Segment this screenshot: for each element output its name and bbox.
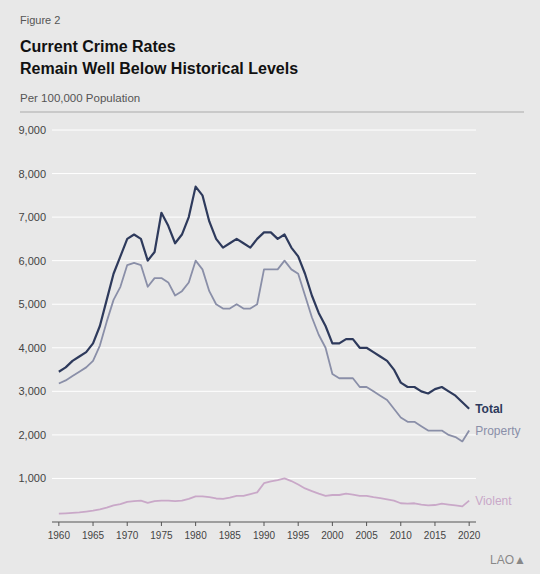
lines xyxy=(59,187,469,514)
grid-line xyxy=(52,173,476,174)
y-tick-label: 2,000 xyxy=(18,429,46,441)
grid-line xyxy=(52,304,476,305)
x-tick-label: 2005 xyxy=(355,530,378,541)
logo: LAO▲ xyxy=(490,553,526,567)
x-tick-label: 1995 xyxy=(287,530,310,541)
x-tick xyxy=(229,522,230,526)
x-tick-label: 2000 xyxy=(321,530,344,541)
y-grid xyxy=(52,130,476,478)
x-tick-label: 1980 xyxy=(184,530,207,541)
separator xyxy=(20,112,524,113)
y-tick-label: 6,000 xyxy=(18,255,46,267)
grid-line xyxy=(52,130,476,131)
subtitle: Per 100,000 Population xyxy=(20,92,140,104)
series-label: Violent xyxy=(475,494,512,508)
x-tick xyxy=(332,522,333,526)
x-tick-label: 1990 xyxy=(253,530,276,541)
x-tick xyxy=(127,522,128,526)
background xyxy=(0,0,540,574)
series-line xyxy=(59,261,469,442)
grid-line xyxy=(52,391,476,392)
figure-label: Figure 2 xyxy=(20,14,60,26)
title: Current Crime Rates xyxy=(20,38,176,55)
chart: Figure 2 Current Crime Rates Remain Well B… xyxy=(0,0,540,574)
x-tick xyxy=(469,522,470,526)
y-tick-label: 8,000 xyxy=(18,168,46,180)
x-tick-label: 2010 xyxy=(390,530,413,541)
x-tick-label: 1975 xyxy=(150,530,173,541)
y-tick-label: 5,000 xyxy=(18,298,46,310)
series-label: Total xyxy=(475,402,503,416)
series-line xyxy=(59,478,469,513)
grid-line xyxy=(52,478,476,479)
y-tick-label: 7,000 xyxy=(18,211,46,223)
x-tick xyxy=(161,522,162,526)
y-tick-label: 3,000 xyxy=(18,385,46,397)
grid-line xyxy=(52,260,476,261)
grid-line xyxy=(52,347,476,348)
x-tick-label: 1960 xyxy=(48,530,71,541)
x-tick xyxy=(434,522,435,526)
y-tick-label: 4,000 xyxy=(18,342,46,354)
series-label: Property xyxy=(475,424,520,438)
x-tick xyxy=(58,522,59,526)
x-tick xyxy=(195,522,196,526)
x-tick xyxy=(264,522,265,526)
y-tick-label: 1,000 xyxy=(18,472,46,484)
grid-line xyxy=(52,434,476,435)
x-tick-label: 1965 xyxy=(82,530,105,541)
x-tick-label: 1985 xyxy=(219,530,242,541)
x-tick xyxy=(400,522,401,526)
y-tick-label: 9,000 xyxy=(18,124,46,136)
series-line xyxy=(59,187,469,409)
x-tick-label: 2020 xyxy=(458,530,481,541)
x-tick xyxy=(366,522,367,526)
title: Remain Well Below Historical Levels xyxy=(20,60,298,77)
grid-line xyxy=(52,217,476,218)
x-tick xyxy=(93,522,94,526)
x-tick-label: 1970 xyxy=(116,530,139,541)
x-tick-label: 2015 xyxy=(424,530,447,541)
x-tick xyxy=(298,522,299,526)
